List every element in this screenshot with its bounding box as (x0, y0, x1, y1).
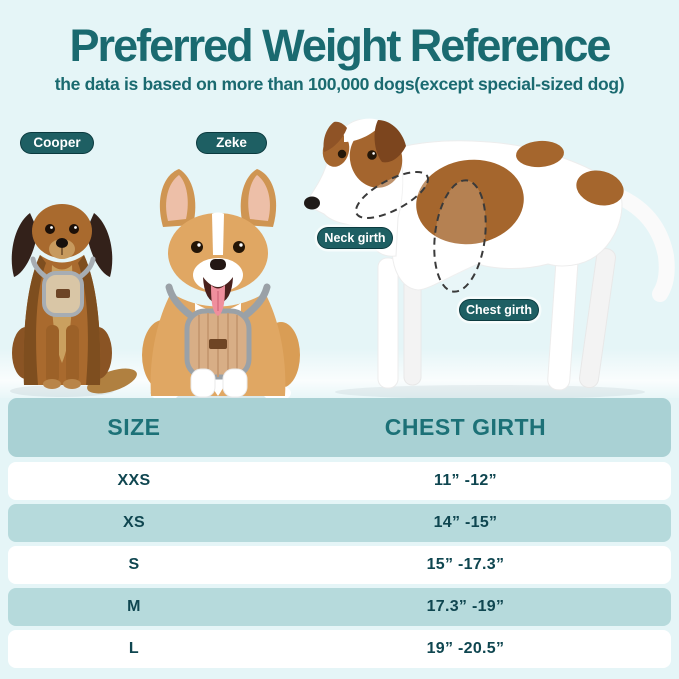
chest-girth-cell: 19” -20.5” (426, 640, 505, 657)
neck-girth-ellipse (354, 171, 430, 219)
size-cell: XS (122, 514, 145, 531)
table-row-m: M 17.3” -19” (8, 588, 671, 626)
size-cell: L (128, 640, 139, 657)
chest-girth-ellipse (433, 179, 487, 293)
measurement-dog-photo (304, 118, 675, 399)
dog-name-tag-zeke: Zeke (196, 132, 267, 154)
page-title: Preferred Weight Reference (69, 20, 612, 71)
chest-girth-cell: 15” -17.3” (426, 556, 505, 573)
chest-girth-cell: 14” -15” (433, 514, 498, 531)
chest-girth-cell: 11” -12” (434, 472, 497, 489)
neck-girth-label: Neck girth (317, 227, 393, 249)
table-row-xs: XS 14” -15” (8, 504, 671, 542)
table-header-row: SIZE CHEST GIRTH (8, 398, 671, 457)
chest-girth-column-header: CHEST GIRTH (384, 414, 547, 440)
zeke-dog-photo (142, 169, 300, 401)
cooper-dog-photo (10, 204, 137, 397)
size-cell: XXS (117, 472, 151, 489)
table-row-s: S 15” -17.3” (8, 546, 671, 584)
table-row-l: L 19” -20.5” (8, 630, 671, 668)
size-cell: M (127, 598, 141, 615)
size-column-header: SIZE (107, 414, 161, 440)
chest-girth-label: Chest girth (459, 299, 539, 321)
chest-girth-cell: 17.3” -19” (426, 598, 505, 615)
size-cell: S (128, 556, 140, 573)
dog-name-tag-cooper: Cooper (20, 132, 94, 154)
size-chart-table: SIZE CHEST GIRTH XXS 11” -12” XS 14” -15… (8, 398, 671, 672)
page-subtitle: the data is based on more than 100,000 d… (54, 74, 625, 94)
table-row-xxs: XXS 11” -12” (8, 462, 671, 500)
